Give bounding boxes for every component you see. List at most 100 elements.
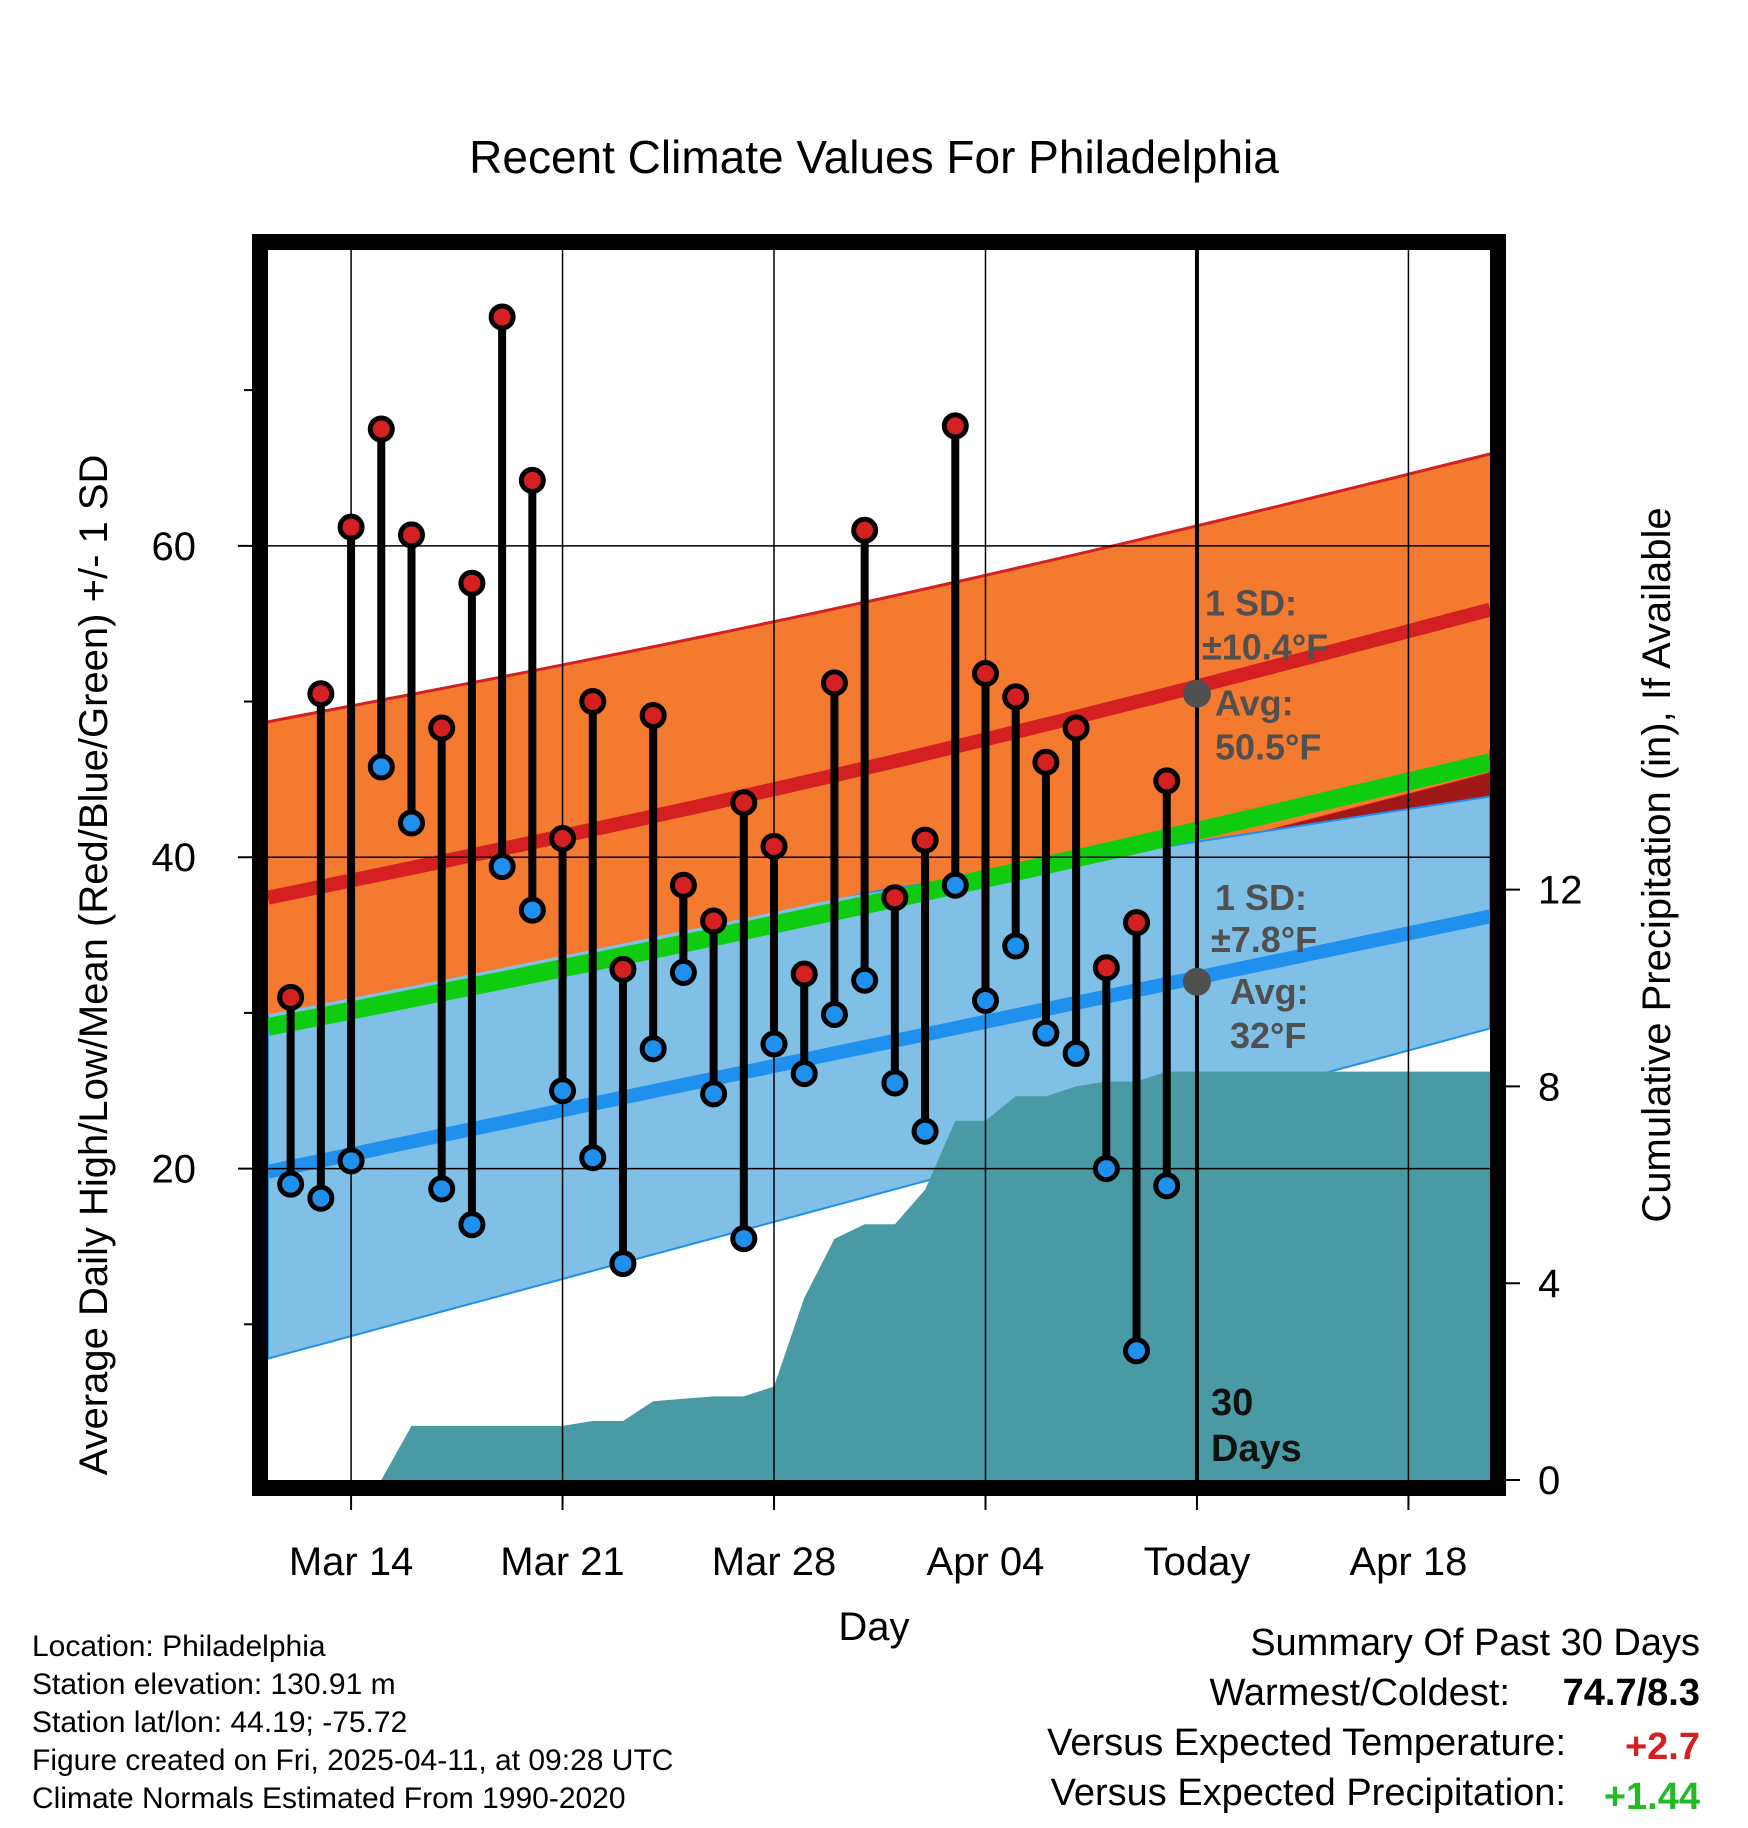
summary-title: Summary Of Past 30 Days xyxy=(1250,1622,1700,1665)
low-point xyxy=(1065,1042,1087,1064)
high-point xyxy=(310,683,332,705)
high-point xyxy=(672,874,694,896)
info-created: Figure created on Fri, 2025-04-11, at 09… xyxy=(32,1744,673,1778)
climate-chart: Recent Climate Values For Philadelphia 3… xyxy=(0,0,1748,1828)
info-normals: Climate Normals Estimated From 1990-2020 xyxy=(32,1782,626,1816)
low-point xyxy=(944,874,966,896)
x-tick-label: Mar 21 xyxy=(500,1540,625,1584)
temp-vs-expected-label: Versus Expected Temperature: xyxy=(1047,1722,1566,1765)
high-point xyxy=(612,958,634,980)
chart-title: Recent Climate Values For Philadelphia xyxy=(469,131,1279,183)
y-tick-label: 40 xyxy=(152,836,197,880)
low-point xyxy=(1126,1340,1148,1362)
low-point xyxy=(280,1173,302,1195)
today-label-0: 30 xyxy=(1211,1382,1253,1424)
y2-tick-label: 8 xyxy=(1538,1065,1560,1109)
x-tick-label: Mar 28 xyxy=(712,1540,837,1584)
low-point xyxy=(823,1003,845,1025)
low-point xyxy=(400,812,422,834)
today-high-avg-marker xyxy=(1183,680,1211,708)
high-point xyxy=(400,524,422,546)
high-point xyxy=(1035,751,1057,773)
high-point xyxy=(491,306,513,328)
x-tick-label: Today xyxy=(1144,1540,1251,1584)
today-label-1: Days xyxy=(1211,1428,1302,1470)
low-point xyxy=(582,1147,604,1169)
high-avg-label: Avg: xyxy=(1215,683,1294,724)
low-point xyxy=(612,1253,634,1275)
high-point xyxy=(280,986,302,1008)
info-latlon: Station lat/lon: 44.19; -75.72 xyxy=(32,1706,407,1740)
high-point xyxy=(703,910,725,932)
low-point xyxy=(672,961,694,983)
y2-axis-label: Cumulative Precipitation (in), If Availa… xyxy=(1635,507,1679,1222)
high-point xyxy=(642,705,664,727)
temp-vs-expected-value: +2.7 xyxy=(1625,1726,1700,1769)
precip-vs-expected-label: Versus Expected Precipitation: xyxy=(1051,1772,1566,1815)
precip-vs-expected-value: +1.44 xyxy=(1604,1776,1700,1819)
low-point xyxy=(1005,935,1027,957)
high-point xyxy=(793,963,815,985)
low-point xyxy=(914,1120,936,1142)
x-axis-label: Day xyxy=(838,1605,909,1649)
y-tick-label: 60 xyxy=(152,525,197,569)
high-point xyxy=(763,835,785,857)
low-point xyxy=(310,1187,332,1209)
x-tick-label: Apr 04 xyxy=(927,1540,1045,1584)
high-point xyxy=(521,469,543,491)
low-point xyxy=(1035,1022,1057,1044)
x-tick-label: Apr 18 xyxy=(1350,1540,1468,1584)
low-point xyxy=(431,1178,453,1200)
high-point xyxy=(823,672,845,694)
y2-tick-label: 12 xyxy=(1538,869,1583,913)
info-elevation: Station elevation: 130.91 m xyxy=(32,1668,396,1702)
low-avg-value: 32°F xyxy=(1230,1015,1306,1056)
low-point xyxy=(703,1083,725,1105)
low-point xyxy=(521,899,543,921)
low-point xyxy=(1095,1158,1117,1180)
high-point xyxy=(370,418,392,440)
low-avg-label: Avg: xyxy=(1230,971,1309,1012)
high-point xyxy=(1156,770,1178,792)
low-point xyxy=(733,1228,755,1250)
low-point xyxy=(793,1063,815,1085)
low-point xyxy=(340,1150,362,1172)
high-point xyxy=(854,519,876,541)
low-point xyxy=(491,856,513,878)
low-point xyxy=(763,1033,785,1055)
high-point xyxy=(461,572,483,594)
low-point xyxy=(974,989,996,1011)
warmest-coldest-value: 74.7/8.3 xyxy=(1563,1672,1700,1715)
y2-tick-label: 4 xyxy=(1538,1262,1560,1306)
high-point xyxy=(1126,912,1148,934)
high-point xyxy=(884,887,906,909)
low-point xyxy=(461,1214,483,1236)
low-point xyxy=(884,1072,906,1094)
high-point xyxy=(1005,686,1027,708)
high-point xyxy=(944,415,966,437)
y2-tick-label: 0 xyxy=(1538,1459,1560,1503)
high-avg-value: 50.5°F xyxy=(1215,727,1321,768)
high-point xyxy=(733,792,755,814)
high-point xyxy=(431,717,453,739)
x-tick-label: Mar 14 xyxy=(289,1540,414,1584)
y-axis-label: Average Daily High/Low/Mean (Red/Blue/Gr… xyxy=(72,455,116,1476)
high-point xyxy=(552,828,574,850)
today-low-avg-marker xyxy=(1183,968,1211,996)
high-point xyxy=(582,691,604,713)
low-point xyxy=(552,1080,574,1102)
low-point xyxy=(370,756,392,778)
low-point xyxy=(642,1038,664,1060)
high-point xyxy=(1095,957,1117,979)
info-location: Location: Philadelphia xyxy=(32,1630,326,1664)
high-point xyxy=(974,662,996,684)
low-point xyxy=(1156,1175,1178,1197)
warmest-coldest-label: Warmest/Coldest: xyxy=(1209,1672,1510,1715)
high-sd-value: ±10.4°F xyxy=(1202,627,1328,668)
high-point xyxy=(340,516,362,538)
low-point xyxy=(854,969,876,991)
high-point xyxy=(1065,717,1087,739)
y-tick-label: 20 xyxy=(152,1148,197,1192)
low-sd-value: ±7.8°F xyxy=(1211,919,1317,960)
high-sd-label: 1 SD: xyxy=(1205,583,1297,624)
